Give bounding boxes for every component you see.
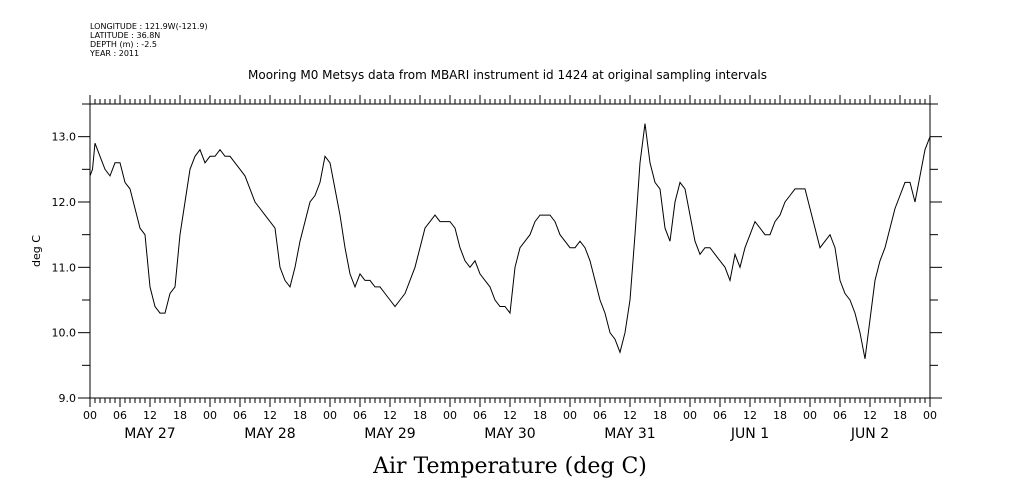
x-tick-label: 12: [143, 409, 157, 422]
x-tick-label: 12: [623, 409, 637, 422]
y-tick-label: 11.0: [52, 261, 77, 274]
x-tick-label: 06: [593, 409, 607, 422]
x-tick-label: 18: [653, 409, 667, 422]
latitude-label: LATITUDE : 36.8N: [90, 31, 161, 40]
x-day-label: JUN 2: [850, 426, 889, 442]
x-tick-label: 06: [713, 409, 727, 422]
y-axis-label: deg C: [30, 235, 43, 267]
x-day-label: MAY 30: [484, 426, 535, 442]
x-tick-label: 12: [743, 409, 757, 422]
y-tick-label: 12.0: [52, 196, 77, 209]
x-tick-label: 12: [263, 409, 277, 422]
x-tick-label: 00: [683, 409, 697, 422]
chart-subtitle: Mooring M0 Metsys data from MBARI instru…: [248, 68, 767, 82]
x-tick-label: 06: [473, 409, 487, 422]
y-tick-label: 13.0: [52, 131, 77, 144]
x-tick-label: 00: [323, 409, 337, 422]
x-tick-label: 00: [563, 409, 577, 422]
x-tick-label: 18: [773, 409, 787, 422]
x-tick-label: 12: [503, 409, 517, 422]
x-tick-label: 06: [233, 409, 247, 422]
x-tick-label: 18: [533, 409, 547, 422]
tick-marks: [78, 95, 942, 407]
y-tick-label: 10.0: [52, 327, 77, 340]
x-tick-label: 06: [353, 409, 367, 422]
x-tick-label: 06: [833, 409, 847, 422]
x-tick-label: 18: [413, 409, 427, 422]
x-tick-label: 00: [203, 409, 217, 422]
station-metadata: LONGITUDE : 121.9W(-121.9) LATITUDE : 36…: [90, 22, 208, 58]
longitude-label: LONGITUDE : 121.9W(-121.9): [90, 22, 208, 31]
x-tick-label: 00: [803, 409, 817, 422]
series-line: [89, 123, 931, 359]
x-tick-label: 12: [863, 409, 877, 422]
plot-frame: [89, 103, 931, 399]
year-label: YEAR : 2011: [90, 49, 140, 58]
x-tick-label: 18: [893, 409, 907, 422]
x-day-label: JUN 1: [730, 426, 769, 442]
tick-labels: 00 06 12 18 00 06 12 18 00 06 12 18 00 06 12 18 00 06 12 18…: [52, 131, 938, 442]
x-tick-label: 00: [443, 409, 457, 422]
x-day-label: MAY 29: [364, 426, 415, 442]
x-tick-label: 06: [113, 409, 127, 422]
x-tick-label: 12: [383, 409, 397, 422]
x-tick-label: 18: [293, 409, 307, 422]
x-tick-label: 00: [83, 409, 97, 422]
depth-label: DEPTH (m) : -2.5: [90, 40, 157, 49]
x-day-label: MAY 31: [604, 426, 655, 442]
chart-title: Air Temperature (deg C): [373, 454, 647, 479]
x-tick-label: 00: [923, 409, 937, 422]
y-tick-label: 9.0: [59, 392, 77, 405]
x-day-label: MAY 28: [244, 426, 295, 442]
x-day-label: MAY 27: [124, 426, 175, 442]
x-tick-label: 18: [173, 409, 187, 422]
